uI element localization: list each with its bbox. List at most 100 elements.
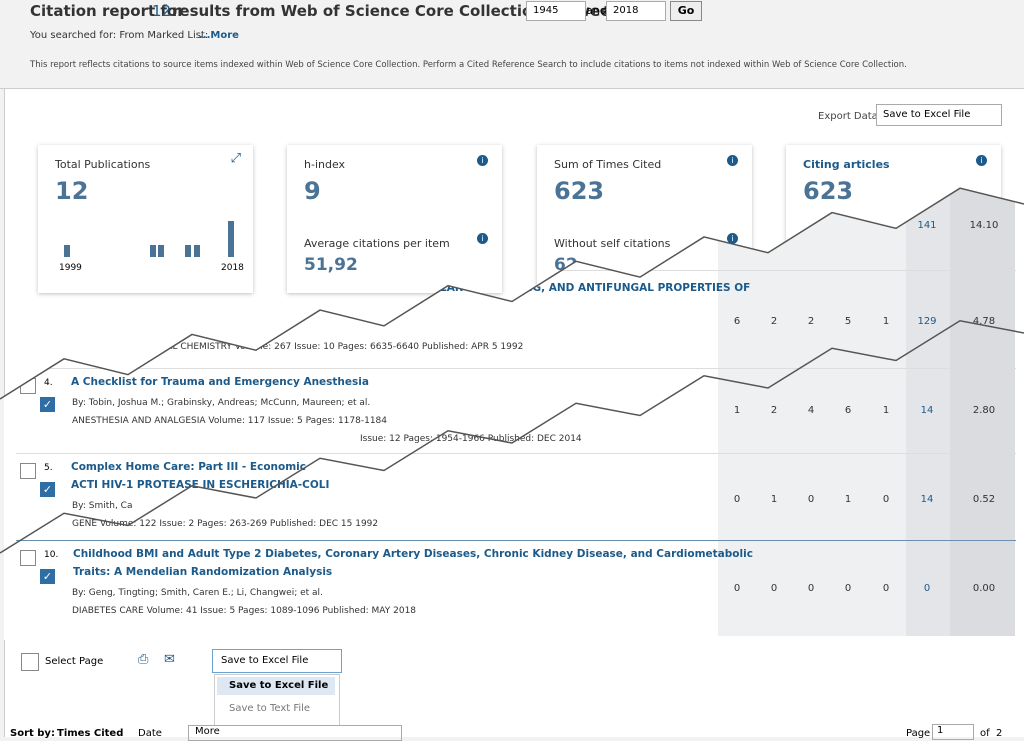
of: of xyxy=(980,728,990,739)
checked-box[interactable]: ✓ xyxy=(40,482,55,497)
authors: By: Geng, Tingting; Smith, Caren E.; Li,… xyxy=(72,588,323,598)
row-divider xyxy=(16,540,1016,541)
year-cell: 1 xyxy=(844,494,852,505)
print-icon[interactable]: ⎙ xyxy=(138,652,149,667)
row-checkbox[interactable] xyxy=(20,550,36,566)
expand-icon[interactable]: ⤢ xyxy=(230,151,241,166)
total-cell: 14 xyxy=(920,405,934,416)
sort-label: Sort by: xyxy=(10,728,55,739)
avg-cell: 2.80 xyxy=(972,405,996,416)
menu-option[interactable]: Save to Excel File xyxy=(217,677,335,695)
authors: By: Smith, Ca xyxy=(72,501,133,511)
total-cell: 14 xyxy=(920,494,934,505)
authors: By: Tobin, Joshua M.; Grabinsky, Andreas… xyxy=(72,398,371,408)
total-pages: 2 xyxy=(996,728,1003,739)
mini-bar xyxy=(158,245,164,257)
source: ANESTHESIA AND ANALGESIA Volume: 117 Iss… xyxy=(72,416,387,426)
sort-option[interactable]: Times Cited xyxy=(57,728,124,739)
card-value: 9 xyxy=(304,177,321,205)
card-label: h-index xyxy=(304,158,346,171)
card-value: 623 xyxy=(803,177,854,205)
avg-column xyxy=(950,188,1015,636)
save-select[interactable]: Save to Excel File xyxy=(212,649,342,673)
tear-edge xyxy=(0,187,1024,400)
source: GENE Volume: 122 Issue: 2 Pages: 263-269… xyxy=(72,519,379,529)
row-checkbox[interactable] xyxy=(20,463,36,479)
select-page: Select Page xyxy=(45,656,104,667)
info-icon[interactable]: i xyxy=(727,233,738,244)
year-start: 1999 xyxy=(59,263,82,273)
total-cell: 141 xyxy=(917,220,937,231)
stat-card: h-index 9 i Average citations per item 51,92… xyxy=(287,145,502,293)
avg-cell: 0.00 xyxy=(972,583,996,594)
year-cell: 1 xyxy=(882,405,890,416)
source: DIABETES CARE Volume: 41 Issue: 5 Pages:… xyxy=(72,606,417,616)
export-select[interactable]: Save to Excel File xyxy=(876,104,1002,126)
row-number: 5. xyxy=(44,463,53,473)
info-icon[interactable]: i xyxy=(477,155,488,166)
record-title[interactable]: ACTI HIV-1 PROTEASE IN ESCHERICHIA-COLI xyxy=(71,479,330,491)
year-cell: 1 xyxy=(882,316,890,327)
tear-edge xyxy=(0,319,1024,554)
checked-box[interactable]: ✓ xyxy=(40,397,55,412)
source: CAL CHEMISTRY Volume: 267 Issue: 10 Page… xyxy=(160,342,524,352)
total-column xyxy=(906,188,950,636)
card-sub-label: Without self citations xyxy=(554,237,671,250)
info-icon[interactable]: i xyxy=(976,155,987,166)
sort-option[interactable]: Date xyxy=(138,728,162,739)
card-value: 12 xyxy=(55,177,89,205)
info-icon[interactable]: i xyxy=(477,233,488,244)
year-cell: 5 xyxy=(844,316,852,327)
row-number: 10. xyxy=(44,550,59,560)
info-icon[interactable]: i xyxy=(727,155,738,166)
year-end: 2018 xyxy=(221,263,244,273)
from-year[interactable]: 1945 xyxy=(526,1,586,21)
year-cell: 1 xyxy=(733,405,741,416)
mini-bar xyxy=(185,245,191,257)
mini-bar xyxy=(228,221,234,257)
page-input[interactable]: 1 xyxy=(932,724,974,740)
year-cell: 0 xyxy=(807,494,815,505)
card-label: Total Publications xyxy=(55,158,151,171)
record-title[interactable]: Complex Home Care: Part III - Economic xyxy=(71,461,306,473)
avg-cell: 4.78 xyxy=(972,316,996,327)
count: 12 xyxy=(152,2,172,20)
year-cell: 0 xyxy=(733,494,741,505)
record-title[interactable]: Traits: A Mendelian Randomization Analys… xyxy=(73,566,333,578)
avg-cell: 0.52 xyxy=(972,494,996,505)
record-title[interactable]: Childhood BMI and Adult Type 2 Diabetes,… xyxy=(73,548,753,560)
to-year[interactable]: 2018 xyxy=(606,1,666,21)
year-cell: 0 xyxy=(807,583,815,594)
sort-more[interactable]: More xyxy=(188,725,402,741)
year-cell: 4 xyxy=(807,405,815,416)
menu-option[interactable]: Save to Text File xyxy=(229,703,311,714)
card-sub-value: 51,92 xyxy=(304,255,358,275)
year-cell: 0 xyxy=(882,494,890,505)
more-link[interactable]: ...More xyxy=(199,30,239,41)
stats-columns xyxy=(718,188,906,636)
record-title[interactable]: A Checklist for Trauma and Emergency Ane… xyxy=(71,376,369,388)
header: Citation report for 12 results from Web … xyxy=(0,0,1024,89)
mini-bar xyxy=(150,245,156,257)
card-sub-label: Average citations per item xyxy=(304,237,450,250)
avg-cell: 14.10 xyxy=(969,220,999,231)
searched: You searched for: From Marked List: xyxy=(30,30,209,41)
year-cell: 0 xyxy=(770,583,778,594)
go-button[interactable]: Go xyxy=(670,1,702,21)
save-menu: Save to Excel File Save to Text File xyxy=(214,674,340,726)
year-cell: 6 xyxy=(733,316,741,327)
total-cell: 129 xyxy=(917,316,937,327)
year-cell: 0 xyxy=(882,583,890,594)
card-value: 623 xyxy=(554,177,605,205)
row-number: 4. xyxy=(44,378,53,388)
checked-box[interactable]: ✓ xyxy=(40,569,55,584)
mini-bar xyxy=(194,245,200,257)
page-label: Page xyxy=(906,728,931,739)
title: Citation report for xyxy=(30,2,185,20)
note: This report reflects citations to source… xyxy=(30,60,907,70)
export-label: Export Data: xyxy=(818,111,882,122)
email-icon[interactable]: ✉ xyxy=(164,652,175,667)
select-page-checkbox[interactable] xyxy=(21,653,39,671)
mini-bar xyxy=(64,245,70,257)
